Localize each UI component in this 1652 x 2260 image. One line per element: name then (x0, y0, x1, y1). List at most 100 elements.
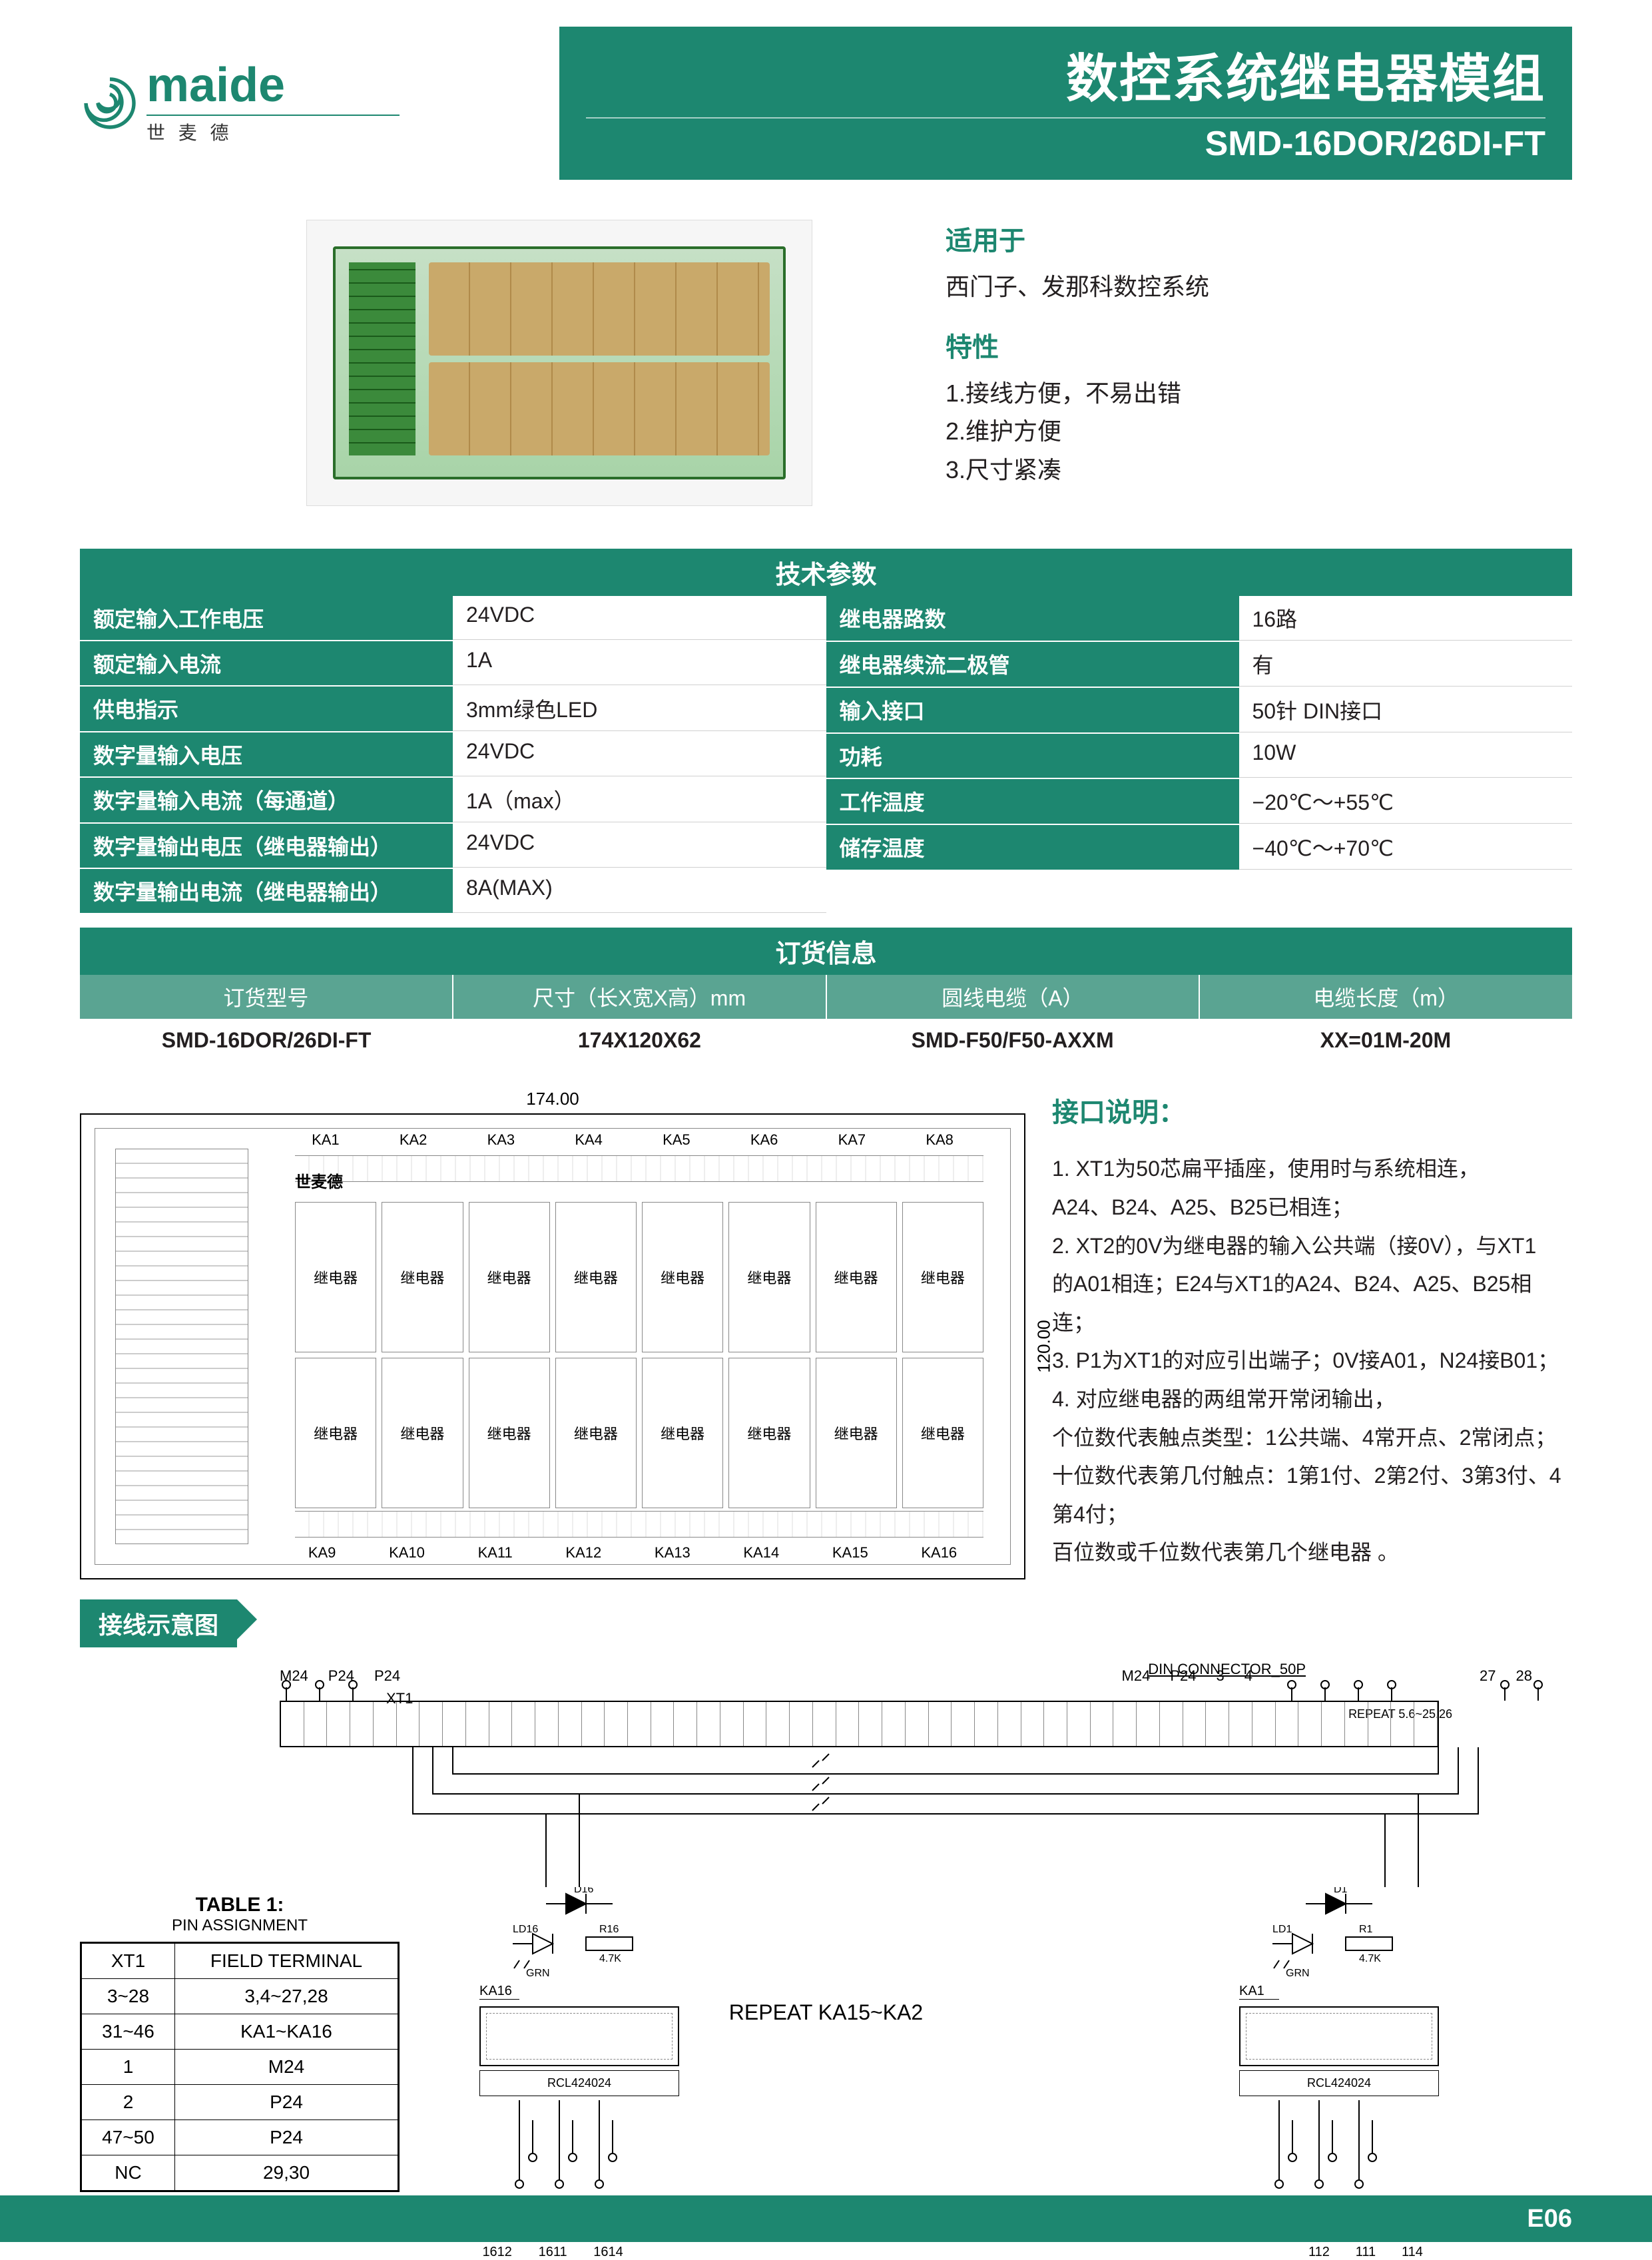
relay-box: 继电器 (902, 1358, 983, 1508)
ka-label: KA1 (1239, 1984, 1279, 2000)
spec-row: 工作温度 −20℃～+55℃ (826, 779, 1573, 825)
spec-value: 16路 (1239, 596, 1573, 641)
svg-text:LD16: LD16 (513, 1924, 538, 1935)
spec-label: 储存温度 (826, 825, 1239, 870)
ka-label: KA9 (308, 1544, 336, 1561)
interface-line: 2. XT2的0V为继电器的输入公共端（接0V），与XT1 (1052, 1227, 1572, 1266)
feature-item: 1.接线方便，不易出错 (946, 374, 1209, 413)
spec-label: 继电器路数 (826, 596, 1239, 641)
relay-box: 继电器 (642, 1202, 723, 1352)
pin-table-sub: PIN ASSIGNMENT (80, 1916, 400, 1935)
relay-box: 继电器 (728, 1202, 810, 1352)
pin-table-row: NC29,30 (82, 2155, 398, 2190)
relay-box: 继电器 (295, 1358, 376, 1508)
interface-heading: 接口说明： (1052, 1089, 1572, 1137)
wiring-tag: 接线示意图 (80, 1599, 237, 1647)
pin-table-row: 31~46KA1~KA16 (82, 2014, 398, 2050)
relay-box: 继电器 (382, 1358, 463, 1508)
logo-sub: 世 麦 德 (146, 119, 400, 145)
order-table-wrap: 订货信息 订货型号尺寸（长X宽X高）mm圆线电缆（A）电缆长度（m） SMD-1… (80, 928, 1572, 1062)
svg-text:R16: R16 (599, 1924, 619, 1935)
spec-value: 8A(MAX) (453, 869, 826, 913)
order-header: 圆线电缆（A） (827, 975, 1201, 1019)
logo-swirl-icon (80, 73, 140, 133)
ka-label: KA3 (487, 1131, 515, 1149)
interface-line: 3. P1为XT1的对应引出端子；0V接A01，N24接B01； (1052, 1342, 1572, 1380)
pcb-diagram: 174.00 KA1KA2KA3KA4KA5KA6KA7KA8 世麦德 继电器继… (80, 1089, 1025, 1579)
ka-label: KA15 (832, 1544, 868, 1561)
pcb-brand-label: 世麦德 (295, 1169, 343, 1192)
interface-description: 接口说明： 1. XT1为50芯扁平插座，使用时与系统相连，A24、B24、A2… (1052, 1089, 1572, 1579)
relay-box: 继电器 (469, 1202, 550, 1352)
spec-value: 10W (1239, 734, 1573, 778)
interface-line: 的A01相连；E24与XT1的A24、B24、A25、B25相连； (1052, 1265, 1572, 1342)
ka-label: KA8 (926, 1131, 954, 1149)
relay-box: 继电器 (555, 1202, 637, 1352)
properties: 适用于 西门子、发那科数控系统 特性 1.接线方便，不易出错 2.维护方便 3.… (946, 220, 1209, 509)
svg-text:R1: R1 (1359, 1924, 1373, 1935)
svg-text:4.7K: 4.7K (1359, 1953, 1381, 1964)
pin-table-header: XT1FIELD TERMINAL (82, 1944, 398, 1979)
diode-led-icon: D1 LD1 R1 4.7K GRN (1239, 1887, 1439, 1980)
interface-line: A24、B24、A25、B25已相连； (1052, 1189, 1572, 1227)
spec-row: 输入接口 50针 DIN接口 (826, 688, 1573, 734)
svg-text:GRN: GRN (526, 1968, 550, 1979)
applicable-heading: 适用于 (946, 220, 1209, 262)
relay-box: 继电器 (555, 1358, 637, 1508)
svg-text:LD1: LD1 (1272, 1924, 1292, 1935)
interface-line: 个位数代表触点类型：1公共端、4常开点、2常闭点； (1052, 1419, 1572, 1458)
spec-row: 数字量输入电压 24VDC (80, 732, 826, 778)
ka-label: KA1 (312, 1131, 340, 1149)
ka-label: KA14 (743, 1544, 779, 1561)
ka-label: KA2 (400, 1131, 427, 1149)
spec-table-wrap: 技术参数 额定输入工作电压 24VDC 额定输入电流 1A 供电指示 3mm绿色… (80, 549, 1572, 914)
spec-row: 供电指示 3mm绿色LED (80, 687, 826, 732)
ka-label: KA5 (663, 1131, 690, 1149)
ka-label: KA7 (838, 1131, 866, 1149)
svg-text:GRN: GRN (1286, 1968, 1310, 1979)
spec-value: 24VDC (453, 732, 826, 776)
spec-value: 24VDC (453, 824, 826, 868)
repeat-ka-label: REPEAT KA15~KA2 (729, 2000, 923, 2025)
svg-text:4.7K: 4.7K (599, 1953, 621, 1964)
diode-led-icon: D16 LD16 R16 4.7K GRN (479, 1887, 679, 1980)
spec-value: 1A (453, 641, 826, 685)
interface-line: 百位数或千位数代表第几个继电器 。 (1052, 1534, 1572, 1572)
spec-row: 额定输入电流 1A (80, 641, 826, 687)
spec-row: 储存温度 −40℃～+70℃ (826, 825, 1573, 871)
feature-item: 2.维护方便 (946, 412, 1209, 451)
spec-value: 3mm绿色LED (453, 687, 826, 731)
page: maide 世 麦 德 数控系统继电器模组 SMD-16DOR/26DI-FT … (0, 0, 1652, 2242)
order-heading: 订货信息 (80, 928, 1572, 975)
spec-row: 继电器路数 16路 (826, 596, 1573, 642)
spec-value: −20℃～+55℃ (1239, 779, 1573, 824)
pcb-height-dim: 120.00 (1034, 1320, 1055, 1374)
spec-row: 数字量输出电压（继电器输出） 24VDC (80, 824, 826, 869)
relay-box: 继电器 (816, 1358, 897, 1508)
order-value: XX=01M-20M (1199, 1019, 1572, 1062)
top-row: 适用于 西门子、发那科数控系统 特性 1.接线方便，不易出错 2.维护方便 3.… (0, 193, 1652, 535)
spec-row: 继电器续流二极管 有 (826, 642, 1573, 688)
ka-label: KA10 (389, 1544, 425, 1561)
ka-label: KA11 (478, 1544, 513, 1561)
ka-label: KA16 (479, 1984, 519, 2000)
relay-box: 继电器 (295, 1202, 376, 1352)
spec-label: 额定输入工作电压 (80, 596, 453, 640)
order-value: SMD-16DOR/26DI-FT (80, 1019, 453, 1062)
relay-box: 继电器 (382, 1202, 463, 1352)
title-model: SMD-16DOR/26DI-FT (586, 117, 1545, 164)
spec-label: 额定输入电流 (80, 641, 453, 685)
logo-brand: maide (146, 61, 400, 109)
spec-value: 24VDC (453, 596, 826, 640)
spec-label: 继电器续流二极管 (826, 642, 1239, 687)
applicable-text: 西门子、发那科数控系统 (946, 268, 1209, 306)
ka-label: KA13 (655, 1544, 690, 1561)
ka-label: KA12 (565, 1544, 601, 1561)
order-value: 174X120X62 (453, 1019, 826, 1062)
product-image (306, 220, 812, 506)
pin-table-row: 1M24 (82, 2050, 398, 2085)
header: maide 世 麦 德 数控系统继电器模组 SMD-16DOR/26DI-FT (0, 0, 1652, 193)
relay-box: 继电器 (816, 1202, 897, 1352)
wiring-diagram: DIN CONNECTOR_50P M24 P24 P24 XT1 M24 P2… (80, 1661, 1572, 2260)
interface-line: 十位数代表第几付触点：1第1付、2第2付、3第3付、4第4付； (1052, 1457, 1572, 1534)
